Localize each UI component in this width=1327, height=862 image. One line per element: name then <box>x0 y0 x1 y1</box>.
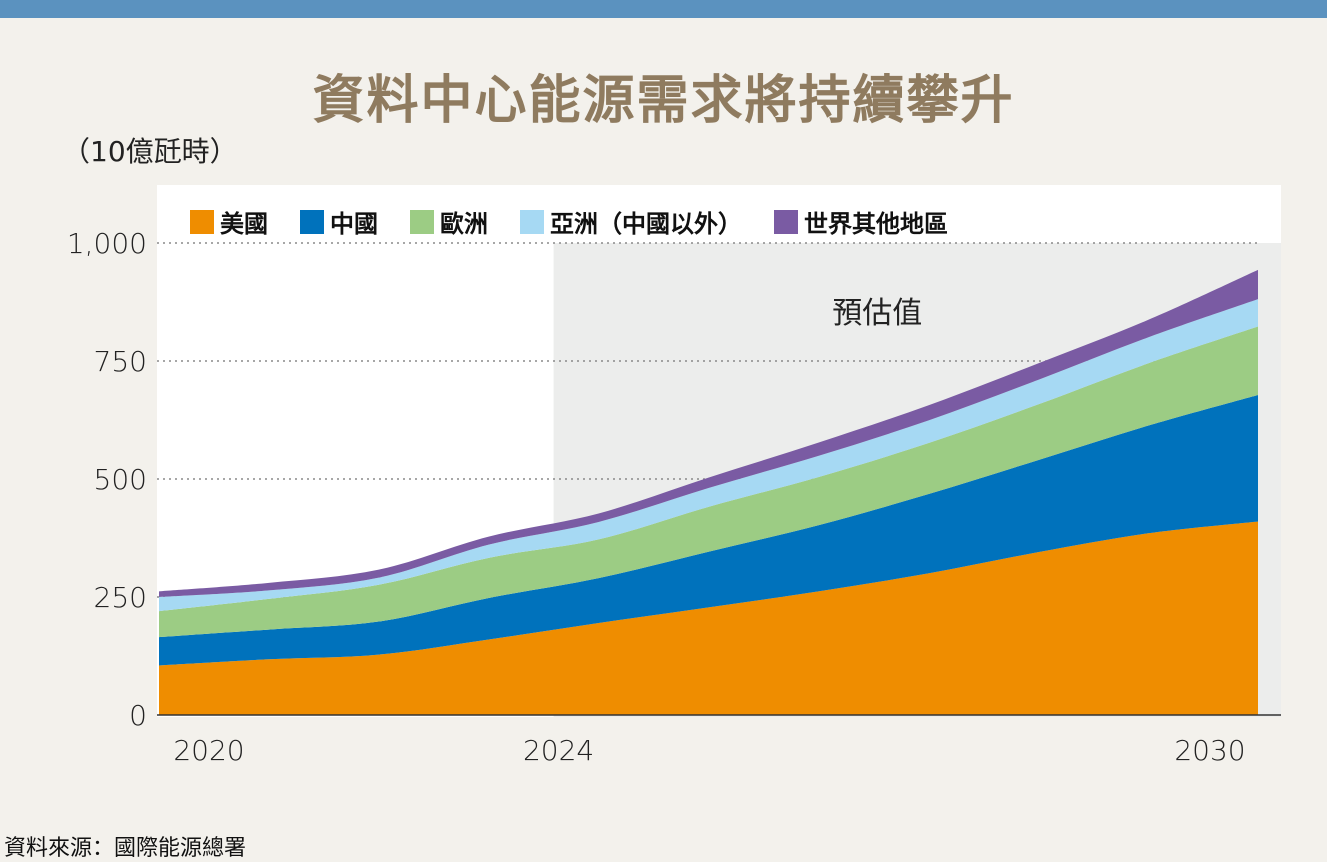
legend-swatch <box>410 210 434 234</box>
legend-label: 中國 <box>330 210 378 238</box>
area-series-0 <box>159 521 1258 715</box>
top-accent-bar <box>0 0 1327 18</box>
area-series-2 <box>159 326 1258 638</box>
legend-swatch <box>190 210 214 234</box>
x-tick-label: 2020 <box>173 734 244 767</box>
legend-label: 歐洲 <box>440 210 488 238</box>
y-tick-label: 750 <box>94 345 147 378</box>
legend-swatch <box>774 210 798 234</box>
area-series-1 <box>159 394 1258 666</box>
y-tick-label: 1,000 <box>67 227 147 260</box>
y-tick-label: 0 <box>129 699 147 732</box>
y-tick-label: 500 <box>94 463 147 496</box>
source-note: 資料來源：國際能源總署 <box>4 836 247 861</box>
legend-swatch <box>520 210 544 234</box>
legend-label: 世界其他地區 <box>804 210 948 238</box>
forecast-label: 預估值 <box>832 296 922 331</box>
unit-label: （10億瓩時） <box>62 135 238 168</box>
legend-swatch <box>300 210 324 234</box>
legend-label: 美國 <box>220 210 268 238</box>
x-tick-label: 2024 <box>523 734 594 767</box>
legend-label: 亞洲（中國以外） <box>550 210 742 238</box>
chart-title: 資料中心能源需求將持續攀升 <box>312 71 1015 131</box>
y-tick-label: 250 <box>94 581 147 614</box>
x-tick-label: 2030 <box>1174 734 1245 767</box>
